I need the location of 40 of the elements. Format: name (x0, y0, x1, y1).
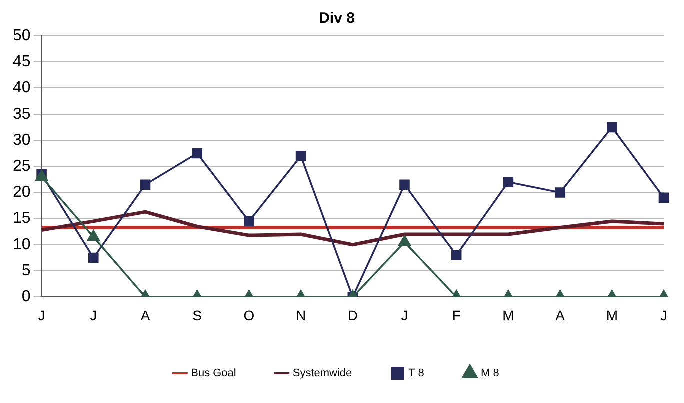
x-tick-label: J (38, 307, 46, 324)
y-tick-label: 40 (13, 80, 31, 97)
point (503, 177, 514, 188)
y-tick-label: 35 (13, 106, 31, 123)
point (658, 192, 670, 204)
point (244, 216, 254, 227)
x-tick-label: M (502, 307, 514, 324)
x-tick-label: O (244, 307, 255, 324)
y-tick-label: 50 (13, 27, 31, 44)
point (607, 122, 618, 133)
x-tick-label: F (452, 307, 461, 324)
legend-label: Bus Goal (191, 368, 236, 380)
y-tick-label: 15 (13, 210, 31, 228)
point (140, 180, 151, 190)
point (88, 230, 100, 242)
x-tick-label: S (192, 307, 202, 324)
y-tick-label: 45 (13, 54, 31, 71)
point (398, 235, 411, 246)
y-tick-label: 0 (22, 288, 31, 306)
y-tick-label: 5 (22, 262, 31, 280)
legend-label: Systemwide (292, 368, 352, 380)
y-tick-label: 10 (13, 236, 31, 254)
chart-title: Div 8 (319, 10, 355, 28)
x-tick-label: M (606, 307, 618, 324)
y-tick-label: 30 (13, 132, 31, 149)
point (296, 151, 306, 162)
y-tick-label: 20 (13, 184, 31, 202)
x-tick-label: A (140, 307, 151, 324)
x-tick-label: J (90, 307, 98, 324)
point (555, 188, 566, 198)
point (400, 180, 410, 190)
x-tick-label: D (348, 307, 358, 324)
x-tick-label: J (660, 307, 668, 324)
x-tick-label: A (556, 307, 566, 324)
x-tick-label: J (401, 307, 408, 324)
point (192, 148, 202, 159)
legend-label: T 8 (408, 368, 424, 380)
y-tick-label: 25 (13, 158, 31, 176)
legend-label: M 8 (481, 368, 500, 380)
x-tick-label: N (296, 307, 306, 324)
